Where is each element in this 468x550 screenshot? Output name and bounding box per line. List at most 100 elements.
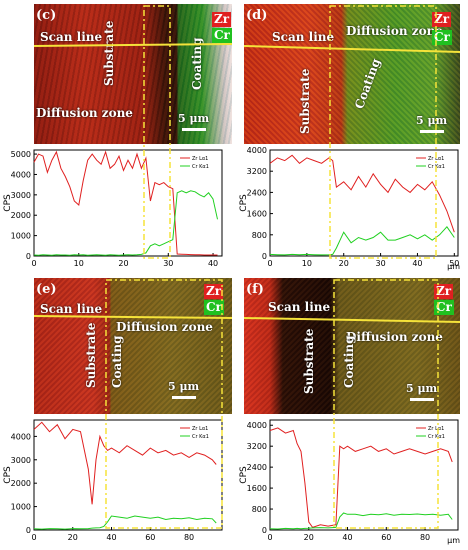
substrate-label: Substrate [298, 68, 312, 134]
panel-tag: (e) [36, 282, 57, 297]
sem-image-c [34, 4, 232, 144]
y-tick-label: 3000 [11, 191, 31, 200]
diffusion-zone-label: Diffusion zone [346, 24, 443, 38]
y-tick-label: 3200 [247, 442, 267, 451]
coating-label: Coating [342, 335, 356, 388]
x-tick-label: 60 [145, 533, 155, 542]
y-tick-label: 4000 [11, 170, 31, 179]
coating-label: Coating [190, 37, 204, 90]
scale-bar [410, 398, 434, 401]
chart-f: 0 800 1600 2400 3200 4000 0 20 40 60 80 CPS μm Zr Lα1… [239, 419, 460, 545]
scale-bar-label: 5 μm [416, 114, 448, 127]
panel-e: (e) Scan line Diffusion zone Substrate C… [0, 276, 232, 550]
x-tick-label: 10 [74, 259, 84, 268]
cr-badge: Cr [434, 300, 454, 315]
x-unit-label: μm [447, 536, 460, 545]
texture [34, 278, 232, 414]
zr-badge: Zr [434, 284, 454, 299]
substrate-label: Substrate [102, 20, 116, 86]
x-tick-label: 80 [184, 533, 194, 542]
legend-label: Cr Kα1 [192, 164, 209, 170]
y-tick-label: 0 [26, 526, 31, 535]
chart-d: 0 800 1600 2400 3200 4000 0 10 20 30 40 50 CPS μm Zr L… [239, 146, 460, 271]
panel-d: (d) Scan line Diffusion zone Substrate C… [236, 0, 468, 276]
y-axis-label: CPS [239, 194, 249, 212]
legend-label: Cr Kα1 [428, 434, 445, 440]
x-unit-label: μm [447, 262, 460, 271]
scale-bar [182, 128, 206, 131]
scale-bar-label: 5 μm [168, 380, 200, 393]
scan-line-label: Scan line [40, 302, 103, 316]
y-tick-label: 4000 [11, 432, 31, 441]
y-tick-label: 0 [262, 526, 267, 535]
x-tick-label: 20 [118, 259, 128, 268]
y-axis-label: CPS [3, 466, 13, 484]
cr-badge: Cr [212, 28, 232, 43]
x-tick-label: 30 [375, 259, 385, 268]
x-tick-label: 40 [342, 533, 352, 542]
x-tick-label: 0 [31, 533, 36, 542]
y-tick-label: 3200 [247, 167, 267, 176]
legend-label: Zr Lα1 [428, 156, 444, 162]
substrate-label: Substrate [302, 328, 316, 394]
zr-badge: Zr [432, 12, 452, 27]
y-tick-label: 1600 [247, 484, 267, 493]
y-axis-label: CPS [239, 466, 249, 484]
panel-f: (f) Scan line Diffusion zone Substrate C… [236, 276, 468, 550]
series-line [33, 150, 218, 256]
x-tick-label: 20 [339, 259, 349, 268]
x-tick-label: 40 [412, 259, 422, 268]
x-tick-label: 40 [106, 533, 116, 542]
scale-bar [420, 130, 444, 133]
y-tick-label: 4000 [247, 146, 267, 155]
x-tick-label: 30 [163, 259, 173, 268]
x-tick-label: 20 [304, 533, 314, 542]
y-tick-label: 800 [252, 505, 267, 514]
chart-e: 0 1000 2000 3000 4000 0 20 40 60 80 CPS Zr Lα1 Cr Kα… [3, 419, 223, 542]
scan-line-label: Scan line [272, 30, 335, 44]
x-tick-label: 40 [208, 259, 218, 268]
scale-bar [172, 396, 196, 399]
x-tick-label: 60 [381, 533, 391, 542]
zr-badge: Zr [212, 12, 232, 27]
chart-c: 0 1000 2000 3000 4000 5000 0 10 20 30 40 CPS Zr Lα1 C… [3, 149, 223, 268]
y-tick-label: 2000 [11, 479, 31, 488]
x-tick-label: 0 [267, 259, 272, 268]
y-tick-label: 0 [26, 252, 31, 261]
scan-line-label: Scan line [268, 300, 331, 314]
y-tick-label: 1000 [11, 232, 31, 241]
panel-c: (c) Scan line Diffusion zone Substrate C… [0, 0, 232, 276]
diffusion-zone-label: Diffusion zone [116, 320, 213, 334]
diffusion-zone-label: Diffusion zone [36, 106, 133, 120]
y-tick-label: 0 [262, 252, 267, 261]
texture [34, 4, 232, 144]
panel-tag: (d) [246, 8, 268, 23]
zr-badge: Zr [204, 284, 224, 299]
y-axis-label: CPS [3, 194, 13, 212]
legend-label: Zr Lα1 [428, 426, 444, 432]
legend-label: Zr Lα1 [192, 426, 208, 432]
x-tick-label: 10 [302, 259, 312, 268]
coating-label: Coating [110, 335, 124, 388]
y-tick-label: 3000 [11, 456, 31, 465]
x-tick-label: 0 [31, 259, 36, 268]
scale-bar-label: 5 μm [406, 382, 438, 395]
substrate-label: Substrate [84, 322, 98, 388]
y-tick-label: 2400 [247, 463, 267, 472]
x-tick-label: 50 [449, 259, 459, 268]
legend-label: Cr Kα1 [428, 164, 445, 170]
legend-label: Zr Lα1 [192, 156, 208, 162]
scale-bar-label: 5 μm [178, 112, 210, 125]
panel-tag: (f) [246, 282, 264, 297]
y-tick-label: 5000 [11, 150, 31, 159]
cr-badge: Cr [432, 30, 452, 45]
x-tick-label: 80 [420, 533, 430, 542]
sem-image-e [34, 278, 232, 414]
series-line [33, 190, 218, 256]
scan-line-label: Scan line [40, 30, 103, 44]
y-tick-label: 2000 [11, 211, 31, 220]
cr-badge: Cr [204, 300, 224, 315]
diffusion-zone-label: Diffusion zone [346, 330, 443, 344]
x-tick-label: 20 [68, 533, 78, 542]
panel-tag: (c) [36, 8, 57, 23]
